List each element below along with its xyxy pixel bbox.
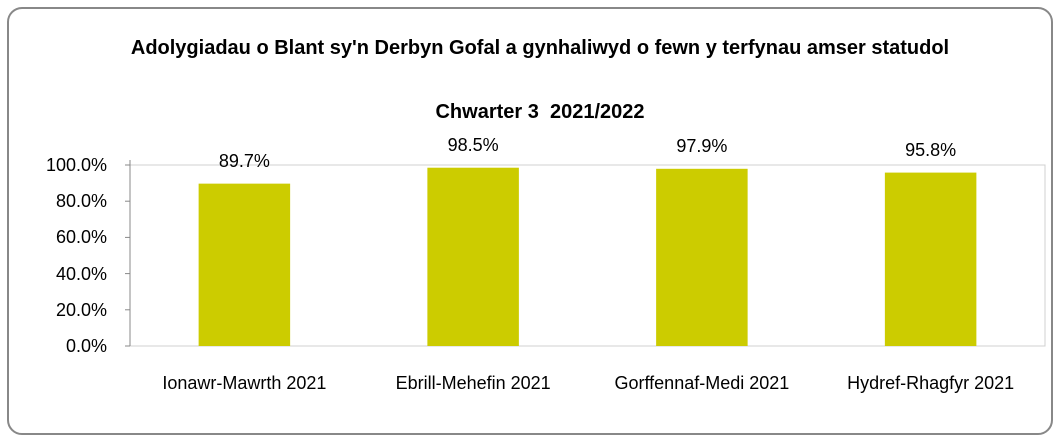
y-tick-label: 0.0% xyxy=(65,336,107,356)
y-tick-label: 60.0% xyxy=(55,227,107,248)
y-tick-label: 80.0% xyxy=(55,191,107,212)
chart-title: Adolygiadau o Blant sy'n Derbyn Gofal a … xyxy=(130,37,950,59)
y-tick-label: 40.0% xyxy=(55,263,107,284)
data-label: 97.9% xyxy=(676,135,728,156)
y-tick-label: 20.0% xyxy=(55,299,107,320)
bar xyxy=(427,167,519,346)
x-tick-label: Ionawr-Mawrth 2021 xyxy=(162,373,327,393)
y-tick-label: 100.0% xyxy=(45,155,107,175)
bar xyxy=(656,168,748,346)
data-label: 98.5% xyxy=(447,134,499,155)
chart-subtitle: Chwarter 3 2021/2022 xyxy=(435,101,645,123)
data-label: 89.7% xyxy=(218,150,270,171)
x-tick-label: Ebrill-Mehefin 2021 xyxy=(395,373,551,393)
x-tick-label: Hydref-Rhagfyr 2021 xyxy=(847,373,1015,393)
data-label: 95.8% xyxy=(905,139,957,160)
bar xyxy=(198,183,291,346)
bar xyxy=(884,172,977,346)
x-tick-label: Gorffennaf-Medi 2021 xyxy=(614,373,790,393)
